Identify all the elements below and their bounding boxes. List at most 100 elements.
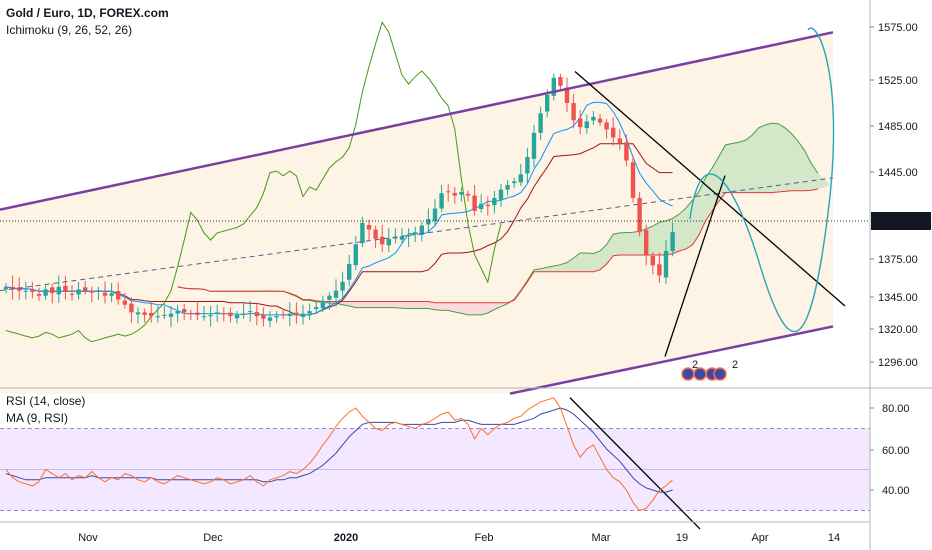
projection-curve[interactable] <box>689 27 835 333</box>
cloud-segment <box>553 264 561 272</box>
rsi-trendline[interactable] <box>569 397 701 530</box>
price-tick-label: 1525.00 <box>878 75 918 87</box>
lower-channel-line[interactable] <box>509 325 834 395</box>
time-tick-label: 19 <box>676 532 688 544</box>
symbol-title[interactable]: Gold / Euro, 1D, FOREX.com <box>6 6 169 20</box>
cloud-segment <box>732 142 739 193</box>
cloud-segment <box>448 302 455 313</box>
cloud-segment <box>771 123 779 193</box>
time-tick-label: Apr <box>751 532 768 544</box>
candle-body <box>168 313 174 317</box>
candle-body <box>149 312 154 317</box>
rsi-line <box>5 397 673 512</box>
time-tick-label: Mar <box>592 532 611 544</box>
candle-body <box>50 287 55 294</box>
candle-body <box>545 94 550 112</box>
cloud-segment <box>824 179 831 188</box>
cloud-segment <box>613 232 620 256</box>
ichimoku-label[interactable]: Ichimoku (9, 26, 52, 26) <box>6 23 133 37</box>
rsi-label[interactable]: RSI (14, close) <box>6 394 86 408</box>
candle-body <box>591 116 596 121</box>
candle-body <box>155 316 160 318</box>
candle-body <box>551 77 556 96</box>
event-badge-count: 2 <box>692 359 698 371</box>
cloud-segment <box>395 301 402 309</box>
cloud-segment <box>798 141 805 191</box>
candle-body <box>426 219 431 225</box>
rsi-band <box>0 428 870 511</box>
cloud-segment <box>435 302 442 311</box>
candle-body <box>281 314 286 316</box>
cloud-segment <box>699 177 706 235</box>
candle-body <box>102 292 108 296</box>
cloud-segment <box>461 302 468 315</box>
candle-body <box>116 291 121 300</box>
candle-body <box>584 121 589 129</box>
cloud-segment <box>487 302 495 313</box>
candle-body <box>188 313 193 315</box>
current-price-tag <box>871 212 931 230</box>
candle-body <box>360 222 365 244</box>
cloud-segment <box>362 301 369 308</box>
candle-body <box>459 192 464 195</box>
candle-body <box>314 307 319 310</box>
candle-body <box>492 197 497 206</box>
channel-fill <box>0 32 833 394</box>
candle-body <box>644 230 649 255</box>
event-badge-icon[interactable] <box>713 367 727 381</box>
candle-body <box>10 286 15 290</box>
drawing-tools[interactable] <box>0 27 870 530</box>
cloud-segment <box>784 127 792 192</box>
cloud-segment <box>758 125 765 193</box>
candle-body <box>512 181 517 184</box>
candle-body <box>122 300 127 305</box>
cloud-segment <box>633 231 640 255</box>
time-tick-label: Nov <box>78 532 98 544</box>
cloud-segment <box>481 302 488 315</box>
price-tick-label: 1320.00 <box>878 324 918 336</box>
candle-body <box>538 113 543 133</box>
candle-body <box>221 313 226 315</box>
time-tick-label: 2020 <box>334 532 358 544</box>
candle-body <box>485 204 490 207</box>
candle-body <box>432 208 438 221</box>
rsi-ma-line <box>5 407 673 493</box>
candle-body <box>518 174 523 183</box>
candle-body <box>386 238 391 246</box>
rsi-tick-label: 40.00 <box>882 485 910 497</box>
cloud-segment <box>494 302 501 310</box>
cloud-segment <box>382 301 389 308</box>
ascending-trendline[interactable] <box>664 175 726 357</box>
cloud-segment <box>606 234 614 265</box>
candle-body <box>182 309 187 313</box>
candle-body <box>604 122 609 130</box>
price-tick-label: 1345.00 <box>878 292 918 304</box>
upper-channel-line[interactable] <box>0 31 834 211</box>
candle-body <box>630 162 636 198</box>
candle-body <box>142 312 147 315</box>
cloud-segment <box>474 302 482 315</box>
cloud-segment <box>738 140 746 193</box>
candle-body <box>578 118 583 128</box>
cloud-segment <box>725 143 732 193</box>
candle-body <box>135 312 141 315</box>
rsi-ma-label[interactable]: MA (9, RSI) <box>6 411 69 425</box>
cloud-segment <box>765 123 772 193</box>
cloud-segment <box>619 232 627 255</box>
candle-body <box>472 195 477 211</box>
candlestick-series <box>3 73 675 328</box>
cloud-segment <box>745 135 752 193</box>
candle-body <box>419 225 424 234</box>
cloud-segment <box>388 301 396 308</box>
cloud-segment <box>692 191 699 245</box>
price-tick-label: 1445.00 <box>878 167 918 179</box>
descending-trendline[interactable] <box>574 71 846 307</box>
candle-body <box>498 189 504 200</box>
cloud-segment <box>652 222 660 255</box>
rsi-tick-label: 80.00 <box>882 403 910 415</box>
cloud-segment <box>421 301 429 309</box>
cloud-segment <box>573 252 581 272</box>
